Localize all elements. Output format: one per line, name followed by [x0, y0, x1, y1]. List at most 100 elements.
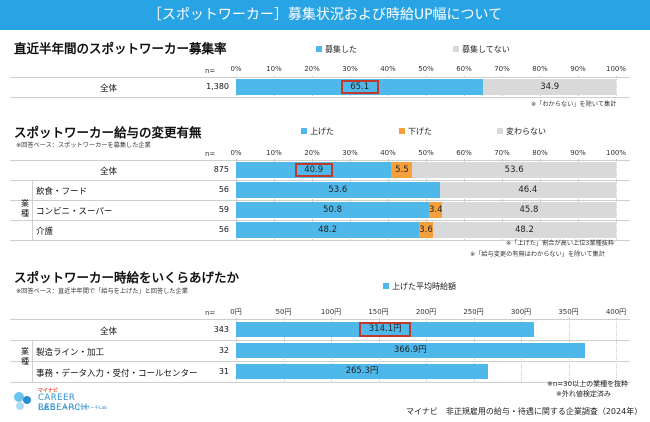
section3-base-note: ※回答ベース：直近半年間で「給与を上げた」と回答した企業 — [16, 288, 188, 295]
legend-swatch-blue — [316, 46, 322, 52]
logo-mark-icon — [14, 392, 31, 410]
group-divider — [32, 340, 33, 382]
bar-value-label: 3.4 — [429, 204, 443, 215]
axis-tick-label: 0円 — [230, 308, 242, 316]
gridline — [274, 159, 275, 240]
axis-tick-label: 100円 — [320, 308, 342, 316]
axis-tick-label: 30% — [342, 149, 358, 157]
row-divider — [10, 180, 630, 181]
bar-segment — [429, 202, 442, 218]
legend-swatch-gray — [453, 46, 459, 52]
gridline — [540, 159, 541, 240]
bar-value-label: 53.6 — [504, 164, 524, 175]
section1-note: ※「わからない」を除いて集計 — [531, 101, 617, 108]
row-divider — [10, 382, 630, 383]
gridline — [388, 159, 389, 240]
legend-label: 募集した — [325, 45, 357, 54]
section3-group-label: 業種 — [21, 347, 29, 366]
section1-row-n: 1,380 — [206, 82, 229, 91]
axis-tick-label: 0% — [230, 149, 242, 157]
source-credit: マイナビ 非正規雇用の給与・待遇に関する企業調査（2024年） — [406, 407, 643, 416]
row-label: 介護 — [36, 227, 54, 237]
section2-note-2: ※「給与変更の有無はわからない」を除いて集計 — [470, 251, 605, 258]
logo-line1: CAREER RESEARCH — [38, 393, 88, 413]
section1-legend-not-recruited: 募集してない — [453, 44, 510, 55]
bar-segment — [236, 79, 484, 95]
row-divider — [10, 220, 630, 221]
row-divider — [10, 160, 630, 161]
highlight-box — [294, 163, 333, 177]
bar-value-label: 46.4 — [518, 184, 538, 195]
section1-legend-recruited: 募集した — [316, 44, 357, 55]
bar-value-label: 265.3円 — [345, 366, 379, 376]
bar-segment — [391, 162, 413, 178]
logo-line2: LAB — [38, 403, 57, 413]
legend-label: 上げた — [310, 127, 334, 136]
axis-tick-label: 90% — [570, 65, 586, 73]
section1-row-label: 全体 — [100, 84, 118, 94]
row-label: 事務・データ入力・受付・コールセンター — [36, 369, 198, 379]
bar-segment — [412, 162, 616, 178]
row-divider — [10, 361, 630, 362]
bar-segment — [432, 222, 616, 238]
row-n: 56 — [218, 185, 229, 194]
section1-title: 直近半年間のスポットワーカー募集率 — [14, 41, 227, 56]
section2-legend-unchanged: 変わらない — [497, 126, 546, 137]
axis-tick-label: 50円 — [275, 308, 292, 316]
bar-segment — [419, 222, 433, 238]
section3-title: スポットワーカー時給をいくらあげたか — [14, 270, 240, 285]
axis-tick-label: 0% — [230, 65, 242, 73]
axis-tick-label: 30% — [342, 65, 358, 73]
gridline — [616, 76, 617, 98]
group-divider — [32, 180, 33, 240]
bar-segment — [236, 222, 420, 238]
row-divider — [10, 200, 630, 201]
section2-note-1: ※「上げた」割合が高い上位3業種抜粋 — [506, 240, 615, 247]
gridline — [616, 159, 617, 240]
bar-segment — [483, 79, 616, 95]
bar-value-label: 366.9円 — [393, 345, 427, 355]
row-n: 343 — [213, 325, 229, 334]
axis-tick-label: 350円 — [558, 308, 579, 316]
bar-value-label: 40.9 — [304, 164, 324, 175]
row-divider — [10, 240, 630, 241]
axis-tick-label: 100% — [605, 65, 626, 73]
section3-note-2: ※外れ値検定済み — [556, 390, 611, 398]
row-n: 59 — [218, 205, 229, 214]
gridline — [616, 318, 617, 382]
axis-tick-label: 80% — [532, 65, 548, 73]
section2-title: スポットワーカー給与の変更有無 — [14, 125, 202, 140]
bar-segment — [236, 364, 489, 379]
bar-value-label: 34.9 — [540, 81, 560, 92]
bar-segment — [439, 182, 616, 198]
axis-tick-label: 300円 — [510, 308, 532, 316]
axis-tick-label: 40% — [380, 149, 396, 157]
bar-value-label: 48.2 — [318, 224, 338, 235]
bar-segment — [236, 343, 585, 358]
axis-tick-label: 80% — [532, 149, 548, 157]
row-divider — [10, 319, 630, 320]
bar-value-label: 3.6 — [419, 224, 433, 235]
bar-value-label: 314.1円 — [368, 324, 402, 334]
page-title: ［スポットワーカー］募集状況および時給UP幅について — [147, 7, 503, 23]
row-n: 31 — [218, 367, 229, 376]
logo-japanese: キャリアリサーチLab — [63, 406, 108, 411]
gridline — [350, 159, 351, 240]
header-bar — [0, 0, 650, 30]
legend-swatch-blue — [383, 283, 389, 289]
axis-tick-label: 20% — [304, 149, 320, 157]
legend-swatch-blue — [301, 128, 307, 134]
row-label: コンビニ・スーパー — [36, 207, 113, 217]
row-divider — [10, 77, 630, 78]
section3-n-header: n= — [205, 309, 216, 317]
gridline — [502, 159, 503, 240]
axis-tick-label: 40% — [380, 65, 396, 73]
axis-tick-label: 60% — [456, 149, 472, 157]
legend-label: 下げた — [408, 127, 432, 136]
row-n: 32 — [218, 346, 229, 355]
axis-tick-label: 70% — [494, 65, 510, 73]
section2-legend-lowered: 下げた — [399, 126, 432, 137]
bar-segment — [236, 202, 430, 218]
section2-base-note: ※回答ベース：スポットワーカーを募集した企業 — [16, 142, 151, 149]
